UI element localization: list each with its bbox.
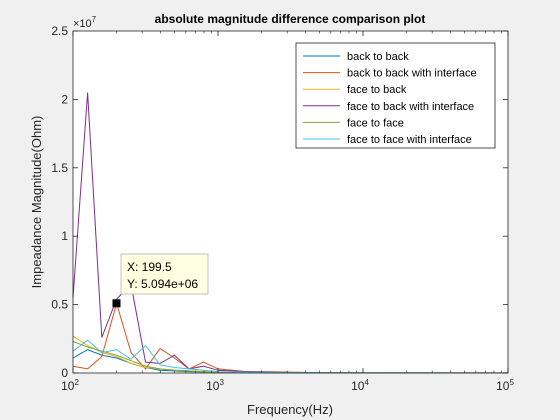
x-axis-label: Frequency(Hz) <box>247 402 333 417</box>
x-tick-base: 10 <box>496 379 510 393</box>
axes-box <box>72 30 509 374</box>
datatip-box <box>120 253 209 295</box>
y-tick-label: 1.5 <box>51 161 68 175</box>
y-tick-label: 2 <box>61 92 68 106</box>
x-tick-label: 103 <box>206 378 224 393</box>
y-exponent-label: ×107 <box>73 15 97 30</box>
x-tick-base: 10 <box>206 379 220 393</box>
legend-label: face to back <box>347 84 407 96</box>
legend-label: back to back <box>347 51 409 63</box>
x-tick-power: 3 <box>219 378 224 387</box>
legend-label: back to back with interface <box>347 68 477 80</box>
legend-label: face to face <box>347 117 404 129</box>
y-tick-label: 0.5 <box>51 298 68 312</box>
x-tick-power: 5 <box>509 378 514 387</box>
datatip[interactable]: X: 199.5 Y: 5.094e+06 <box>112 253 209 308</box>
y-tick-label: 2.5 <box>51 24 68 38</box>
x-tick-power: 4 <box>364 378 369 387</box>
legend-label: face to back with interface <box>347 101 474 113</box>
y-axis-label: Impeadance Magnitude(Ohm) <box>29 116 44 289</box>
y-tick-label: 0 <box>61 366 68 380</box>
chart-title: absolute magnitude difference comparison… <box>155 12 426 26</box>
x-tick-base: 10 <box>61 379 75 393</box>
x-tick-label: 104 <box>351 378 369 393</box>
datatip-marker[interactable] <box>112 299 121 308</box>
datatip-y-label: Y: 5.094e+06 <box>127 277 198 291</box>
x-tick-label: 105 <box>496 378 514 393</box>
legend[interactable]: back to back back to back with interface f… <box>295 42 496 149</box>
datatip-x-label: X: 199.5 <box>127 260 172 274</box>
x-tick-power: 2 <box>74 378 79 387</box>
y-tick-label: 1 <box>61 229 68 243</box>
y-exponent-base: ×10 <box>73 18 92 30</box>
legend-box <box>295 42 496 149</box>
legend-items: back to back back to back with interface f… <box>303 51 477 146</box>
x-tick-label: 102 <box>61 378 79 393</box>
legend-label: face to face with interface <box>347 134 472 146</box>
x-tick-base: 10 <box>351 379 365 393</box>
y-exponent-power: 7 <box>92 15 97 24</box>
